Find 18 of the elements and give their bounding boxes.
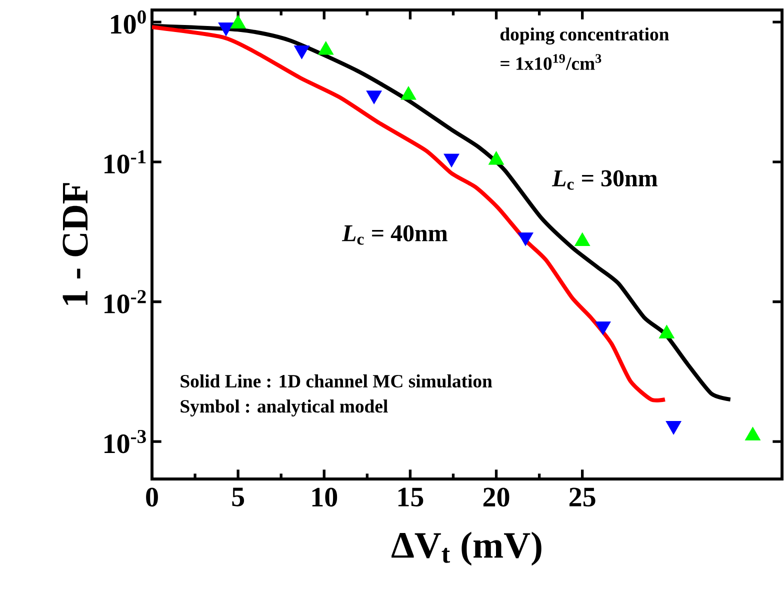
x-tick-label: 25 (570, 488, 596, 507)
x-axis-title: ΔV$_{t}$ (mV) (392, 532, 542, 566)
x-tick-label: 20 (483, 488, 510, 507)
y-tick-label: 10$^{-3}$ (104, 430, 146, 454)
series-label: L$_{c}$ = 40nm (342, 225, 448, 245)
annotation: doping concentration (500, 27, 669, 45)
x-tick-label: 15 (398, 488, 424, 506)
y-tick-label: 10$^{0}$ (111, 10, 146, 34)
x-tick-label: 0 (146, 488, 158, 507)
series-label: L$_{c}$ = 30nm (552, 170, 658, 190)
annotation: Symbol : analytical model (180, 399, 388, 416)
annotation: = 1x10$^{19}$/cm$^{3}$ (500, 54, 602, 70)
x-tick-label: 5 (232, 488, 244, 506)
y-tick-label: 10$^{-1}$ (104, 150, 146, 174)
y-tick-label: 10$^{-2}$ (104, 290, 146, 314)
x-tick-label: 10 (312, 488, 338, 507)
annotation: Solid Line : 1D channel MC simulation (180, 374, 492, 388)
y-axis-title: 1 - CDF (62, 183, 88, 305)
